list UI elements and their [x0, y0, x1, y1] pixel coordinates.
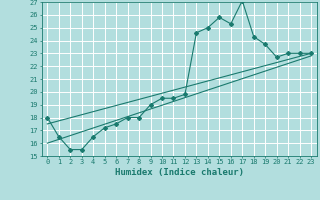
- X-axis label: Humidex (Indice chaleur): Humidex (Indice chaleur): [115, 168, 244, 177]
